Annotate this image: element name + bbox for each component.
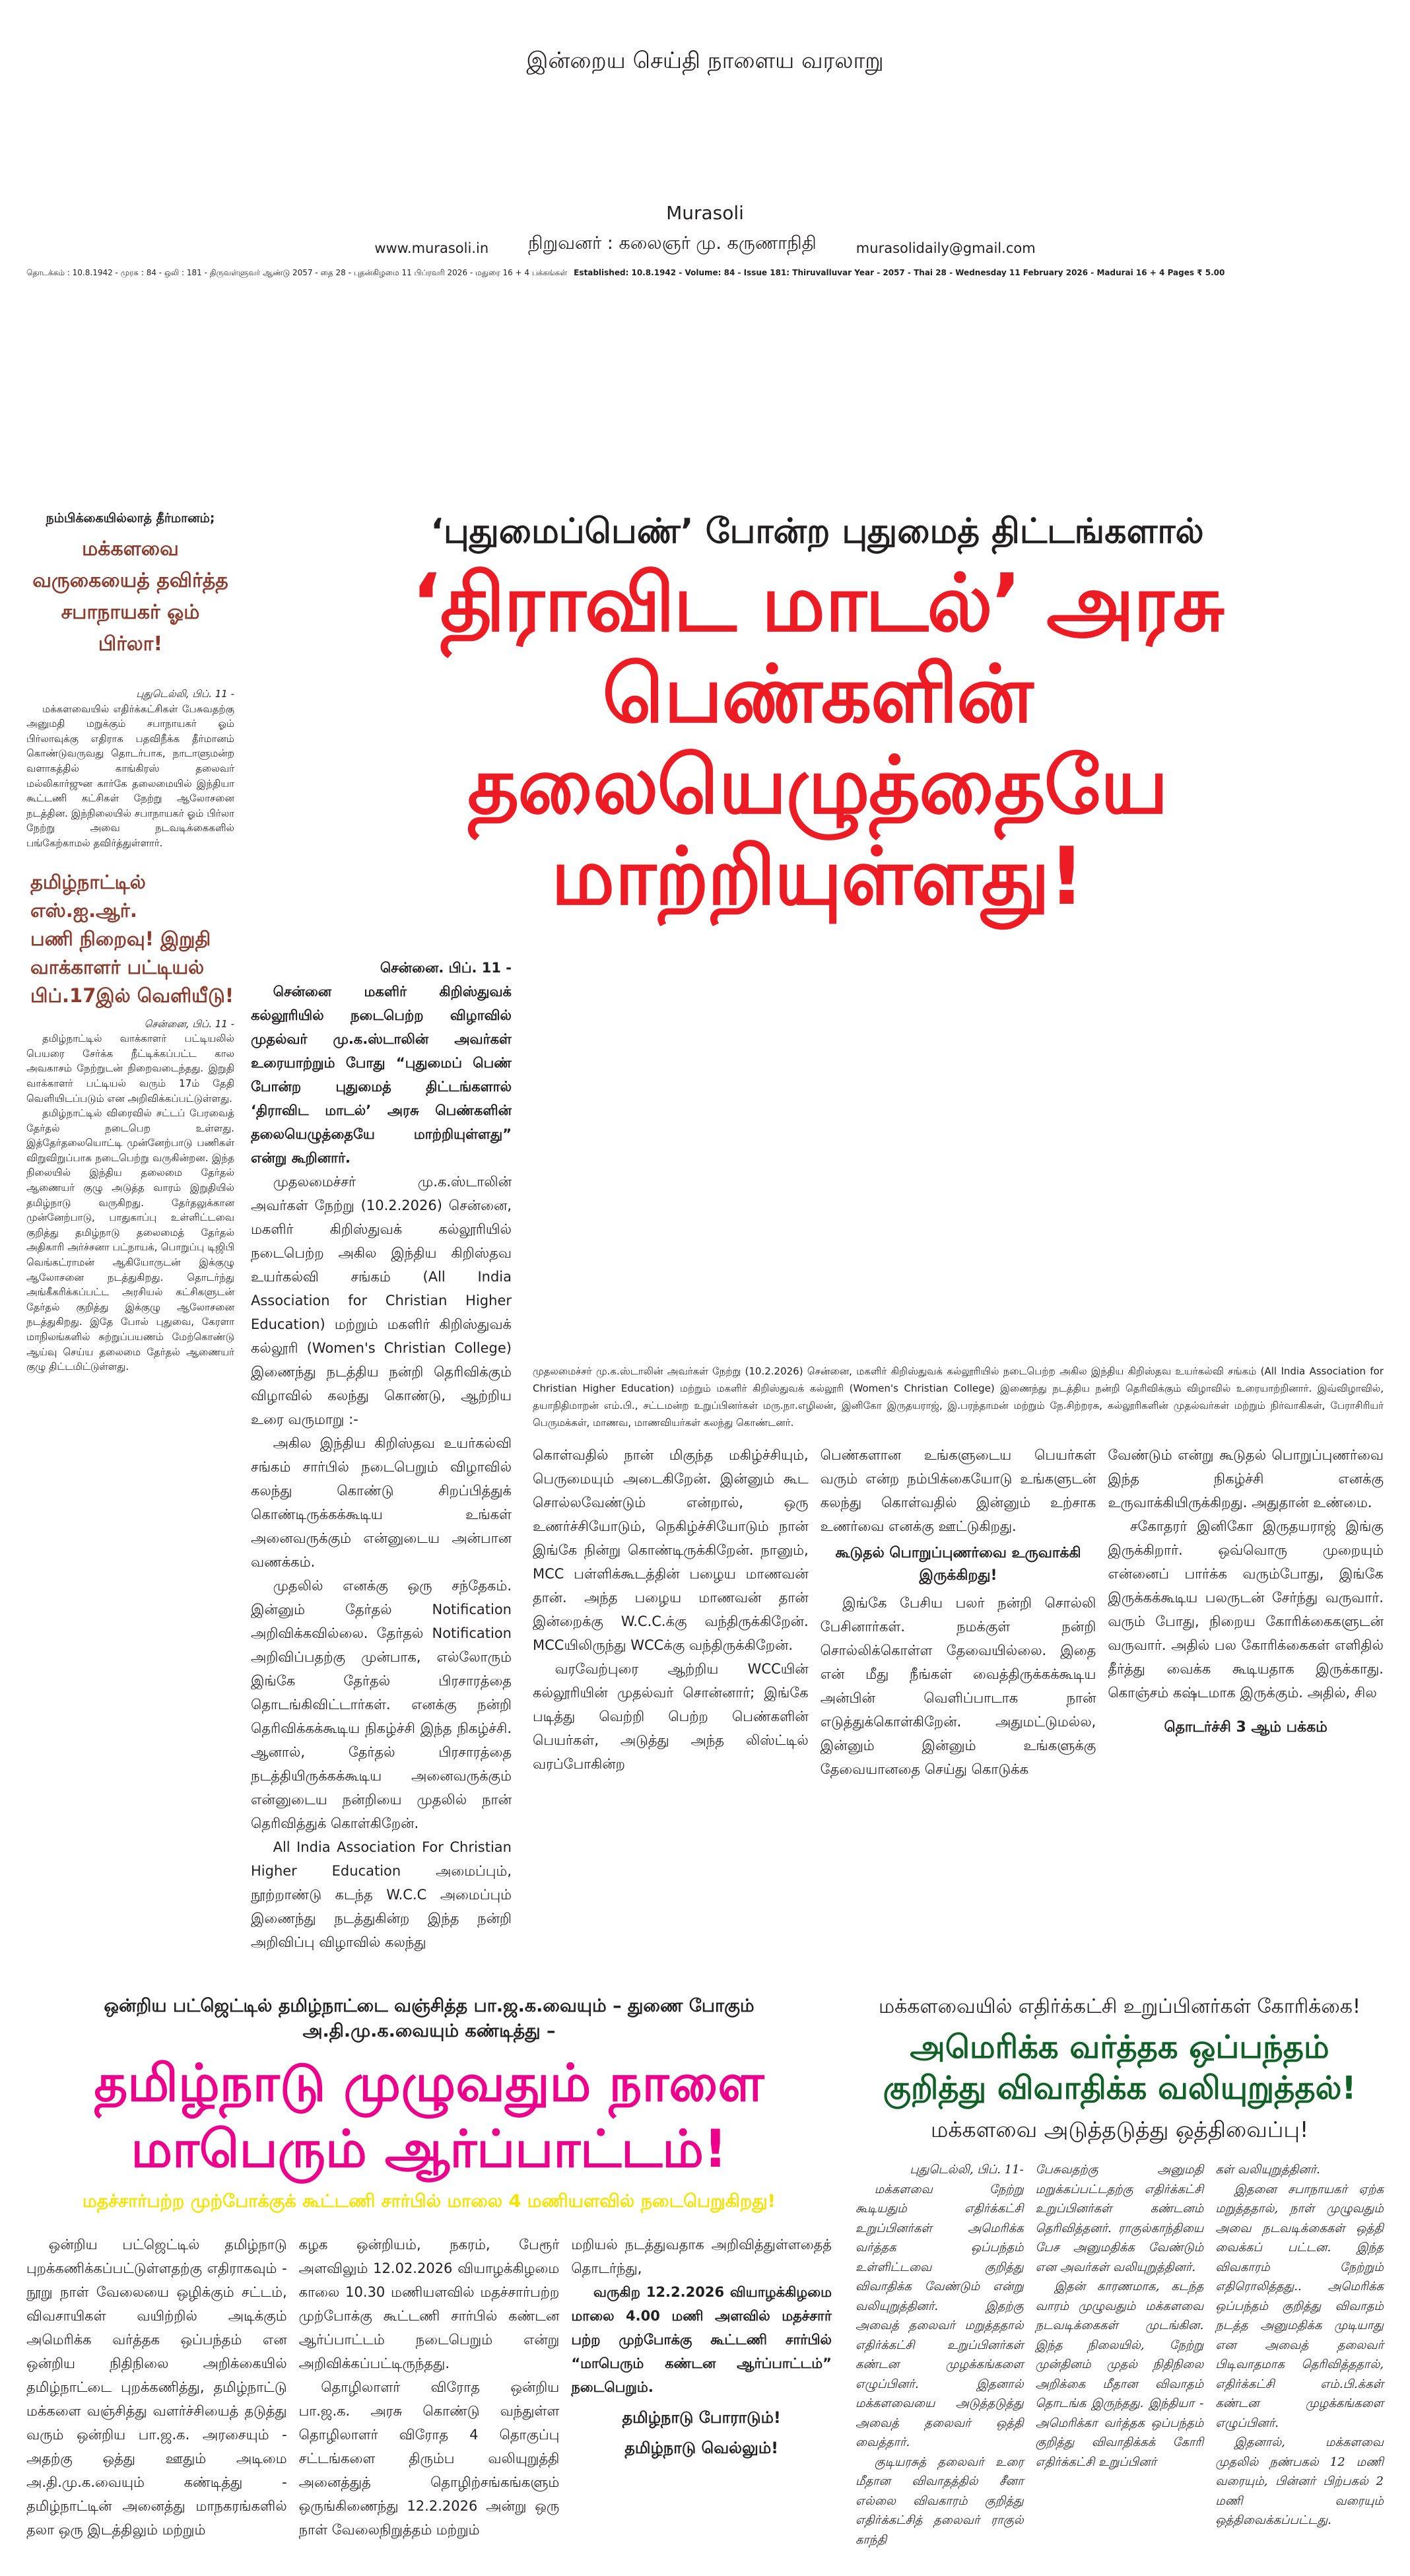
- lead-paragraph: இங்கே பேசிய பலர் நன்றி சொல்லி பேசினார்கள…: [820, 1595, 1096, 1777]
- side-headline-line: வருகையைத் தவிர்த்த: [32, 569, 228, 592]
- lead-paragraph: கொள்வதில் நான் மிகுந்த மகிழ்ச்சியும், பெ…: [533, 1447, 809, 1653]
- loksabha-columns: புதுடெல்லி, பிப். 11- மக்களவை நேற்று கூட…: [856, 2160, 1384, 2550]
- lead-intro: சென்னை மகளிர் கிறிஸ்துவக் கல்லூரியில் நட…: [251, 984, 512, 1166]
- loksabha-paragraph: இதனால், மக்களவை முதலில் நண்பகல் 12 மணி வ…: [1215, 2435, 1384, 2527]
- protest-columns: ஒன்றிய பட்ஜெட்டில் தமிழ்நாடு புறக்கணிக்க…: [26, 2233, 832, 2542]
- lead-paragraph: அகில இந்திய கிறிஸ்தவ உயர்கல்வி சங்கம் சா…: [251, 1435, 512, 1570]
- email-link[interactable]: murasolidaily@gmail.com: [856, 240, 1036, 256]
- sir-headline-line: பிப்.17இல் வெளியீடு!: [30, 984, 234, 1007]
- masthead: இன்றைய செய்தி நாளைய வரலாறு Murasoli www.…: [26, 0, 1384, 279]
- loksabha-column-3: கள் வலியுறுத்தினர். இதனை சபாநாயகர் ஏற்க …: [1215, 2160, 1384, 2530]
- sir-paragraph: தமிழ்நாட்டில் விரைவில் சட்டப் பேரவைத் தே…: [26, 1107, 234, 1373]
- protest-paragraph: கழக ஒன்றியம், நகரம், பேரூர் அளவிலும் 12.…: [298, 2237, 560, 2371]
- loksabha-paragraph: குடியரசுத் தலைவர் உரை மீதான விவாதத்தில் …: [856, 2455, 1024, 2547]
- lead-photo: [533, 956, 1384, 1352]
- dateline-tamil: தொடக்கம் : 10.8.1942 - முரசு : 84 - ஒலி …: [26, 268, 568, 277]
- side-paragraph: மக்களவையில் எதிர்க்கட்சிகள் பேசுவதற்கு அ…: [26, 702, 234, 849]
- loksabha-story: மக்களவையில் எதிர்க்கட்சி உறுப்பினர்கள் க…: [856, 1994, 1384, 2550]
- loksabha-paragraph: இதனை சபாநாயகர் ஏற்க மறுத்ததால், நாள் முழ…: [1215, 2182, 1384, 2430]
- lead-subhead: கூடுதல் பொறுப்புணர்வை உருவாக்கி இருக்கிற…: [835, 1545, 1081, 1584]
- lead-paragraph: வரவேற்புரை ஆற்றிய WCCயின் கல்லூரியின் மு…: [533, 1661, 809, 1772]
- side-kicker: நம்பிக்கையில்லாத் தீர்மானம்;: [46, 511, 215, 525]
- sir-headline-line: தமிழ்நாட்டில் எஸ்.ஐ.ஆர்.: [30, 870, 146, 922]
- sir-headline-line: வாக்காளர் பட்டியல்: [30, 955, 205, 978]
- side-story-body: புதுடெல்லி, பிப். 11 - மக்களவையில் எதிர்…: [26, 687, 234, 851]
- masthead-name: Murasoli: [666, 202, 744, 224]
- protest-paragraph: தொழிலாளர் விரோத ஒன்றிய பா.ஜ.க. அரசு கொண்…: [298, 2379, 560, 2538]
- side-headline-line: சபாநாயகர் ஓம் பிர்லா!: [61, 601, 200, 656]
- lower-section: ஒன்றிய பட்ஜெட்டில் தமிழ்நாட்டை வஞ்சித்த …: [26, 1994, 1384, 2550]
- lead-column-2: கொள்வதில் நான் மிகுந்த மகிழ்ச்சியும், பெ…: [533, 1443, 809, 1776]
- side-headline: மக்களவை வருகையைத் தவிர்த்த சபாநாயகர் ஓம்…: [26, 533, 234, 660]
- sir-headline: தமிழ்நாட்டில் எஸ்.ஐ.ஆர். பணி நிறைவு! இறு…: [30, 868, 234, 1010]
- protest-headline: தமிழ்நாடு முழுவதும் நாளை மாபெரும் ஆர்ப்ப…: [94, 2054, 764, 2179]
- lead-paragraph: முதலில் எனக்கு ஒரு சந்தேகம். இன்னும் தேர…: [251, 1578, 512, 1831]
- side-headline-line: மக்களவை: [82, 537, 179, 560]
- founder-line: நிறுவனர் : கலைஞர் மு. கருணாநிதி: [528, 233, 817, 254]
- protest-kicker: ஒன்றிய பட்ஜெட்டில் தமிழ்நாட்டை வஞ்சித்த …: [104, 1996, 755, 2041]
- protest-slogan: தமிழ்நாடு வெல்லும்!: [624, 2439, 779, 2457]
- loksabha-paragraph: கள் வலியுறுத்தினர்.: [1215, 2163, 1320, 2177]
- loksabha-headline: அமெரிக்க வர்த்தக ஒப்பந்தம் குறித்து விவா…: [883, 2029, 1357, 2107]
- lead-column-1: சென்னை. பிப். 11 - சென்னை மகளிர் கிறிஸ்த…: [251, 956, 512, 1954]
- dateline-english: Established: 10.8.1942 - Volume: 84 - Is…: [574, 268, 1225, 277]
- lead-column-4: வேண்டும் என்று கூடுதல் பொறுப்புணர்வை இந்…: [1108, 1443, 1384, 1743]
- loksabha-kicker: மக்களவையில் எதிர்க்கட்சி உறுப்பினர்கள் க…: [879, 1995, 1360, 2018]
- protest-paragraph: மறியல் நடத்துவதாக அறிவித்துள்ளதைத் தொடர்…: [571, 2237, 832, 2276]
- lead-paragraph: All India Association For Christian High…: [251, 1839, 512, 1950]
- protest-column-1: ஒன்றிய பட்ஜெட்டில் தமிழ்நாடு புறக்கணிக்க…: [26, 2233, 287, 2542]
- masthead-logo-area: [26, 77, 1384, 202]
- left-column: நம்பிக்கையில்லாத் தீர்மானம்; மக்களவை வரு…: [26, 510, 234, 1374]
- top-section: நம்பிக்கையில்லாத் தீர்மானம்; மக்களவை வரு…: [26, 510, 1384, 1954]
- lead-column-3: பெண்களான உங்களுடைய பெயர்கள் வரும் என்ற ந…: [821, 1443, 1096, 1781]
- lead-deck: ‘புதுமைப்பெண்’ போன்ற புதுமைத் திட்டங்களா…: [430, 512, 1204, 551]
- loksabha-column-2: பேசுவதற்கு அனுமதி மறுக்கப்பட்டதற்கு எதிர…: [1036, 2160, 1204, 2472]
- protest-column-2: கழக ஒன்றியம், நகரம், பேரூர் அளவிலும் 12.…: [299, 2233, 560, 2542]
- lead-paragraph: முதலமைச்சர் மு.க.ஸ்டாலின் அவர்கள் நேற்று…: [251, 1174, 512, 1427]
- protest-slogan: தமிழ்நாடு போராடும்!: [622, 2408, 781, 2427]
- loksabha-column-1: புதுடெல்லி, பிப். 11- மக்களவை நேற்று கூட…: [856, 2160, 1024, 2550]
- protest-column-3: மறியல் நடத்துவதாக அறிவித்துள்ளதைத் தொடர்…: [571, 2233, 832, 2461]
- lead-paragraph: சகோதரர் இனிகோ இருதயராஜ் இங்கு இருக்கிறார…: [1108, 1518, 1384, 1701]
- lead-story: ‘புதுமைப்பெண்’ போன்ற புதுமைத் திட்டங்களா…: [251, 510, 1384, 1954]
- loksabha-paragraph: பேசுவதற்கு அனுமதி மறுக்கப்பட்டதற்கு எதிர…: [1035, 2163, 1204, 2274]
- lead-dateline: சென்னை. பிப். 11 -: [380, 960, 512, 976]
- photo-caption: முதலமைச்சர் மு.க.ஸ்டாலின் அவர்கள் நேற்று…: [533, 1365, 1384, 1429]
- sir-paragraph: தமிழ்நாட்டில் வாக்காளர் பட்டியலில் பெயரை…: [26, 1033, 234, 1104]
- loksabha-paragraph: மக்களவை நேற்று கூடியதும் எதிர்க்கட்சி உற…: [856, 2182, 1024, 2450]
- dateline-bar: தொடக்கம் : 10.8.1942 - முரசு : 84 - ஒலி …: [26, 267, 1384, 279]
- loksabha-dateline: புதுடெல்லி, பிப். 11-: [910, 2163, 1024, 2177]
- protest-subhead: மதச்சார்பற்ற முற்போக்குக் கூட்டணி சார்பி…: [83, 2191, 776, 2212]
- side-dateline: புதுடெல்லி, பிப். 11 -: [136, 688, 234, 700]
- lead-paragraph: வேண்டும் என்று கூடுதல் பொறுப்புணர்வை இந்…: [1108, 1447, 1384, 1510]
- loksabha-subline: மக்களவை அடுத்தடுத்து ஒத்திவைப்பு!: [930, 2117, 1309, 2142]
- sir-dateline: சென்னை, பிப். 11 -: [144, 1017, 234, 1030]
- protest-announcement: வருகிற 12.2.2026 வியாழக்கிழமை மாலை 4.00 …: [571, 2284, 832, 2395]
- protest-story: ஒன்றிய பட்ஜெட்டில் தமிழ்நாட்டை வஞ்சித்த …: [26, 1994, 832, 2542]
- lead-headline: ‘திராவிட மாடல்’ அரசு பெண்களின் தலையெழுத்…: [411, 558, 1225, 923]
- sir-story-body: சென்னை, பிப். 11 - தமிழ்நாட்டில் வாக்காள…: [26, 1017, 234, 1374]
- lead-paragraph: பெண்களான உங்களுடைய பெயர்கள் வரும் என்ற ந…: [820, 1447, 1096, 1534]
- continued-link[interactable]: தொடர்ச்சி 3 ஆம் பக்கம்: [1164, 1719, 1327, 1736]
- website-link[interactable]: www.murasoli.in: [374, 240, 489, 256]
- masthead-contact-row: www.murasoli.in நிறுவனர் : கலைஞர் மு. கர…: [26, 233, 1384, 256]
- sir-headline-line: பணி நிறைவு! இறுதி: [30, 927, 211, 950]
- protest-paragraph: ஒன்றிய பட்ஜெட்டில் தமிழ்நாடு புறக்கணிக்க…: [26, 2237, 287, 2538]
- masthead-tagline: இன்றைய செய்தி நாளைய வரலாறு: [526, 48, 884, 74]
- lead-right-area: முதலமைச்சர் மு.க.ஸ்டாலின் அவர்கள் நேற்று…: [533, 956, 1384, 1781]
- lead-lower-columns: கொள்வதில் நான் மிகுந்த மகிழ்ச்சியும், பெ…: [533, 1443, 1384, 1781]
- lead-body: சென்னை. பிப். 11 - சென்னை மகளிர் கிறிஸ்த…: [251, 956, 1384, 1954]
- loksabha-paragraph: இதன் காரணமாக, கடந்த வாரம் முழுவதும் மக்க…: [1035, 2280, 1204, 2469]
